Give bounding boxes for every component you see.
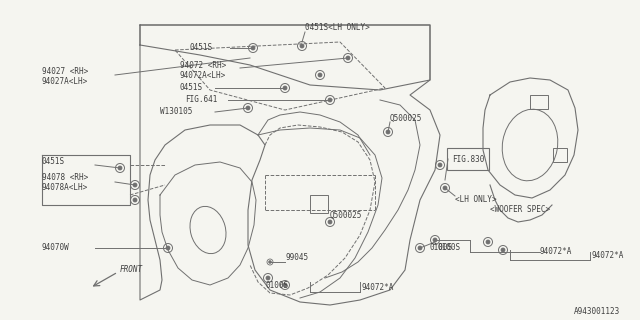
- Circle shape: [283, 86, 287, 90]
- Text: 0451S: 0451S: [190, 44, 213, 52]
- Circle shape: [133, 198, 137, 202]
- Text: FRONT: FRONT: [120, 266, 143, 275]
- Text: 94072A<LH>: 94072A<LH>: [180, 70, 227, 79]
- Text: 94078 <RH>: 94078 <RH>: [42, 173, 88, 182]
- Text: W130105: W130105: [160, 108, 193, 116]
- Circle shape: [486, 240, 490, 244]
- Circle shape: [118, 166, 122, 170]
- Text: 0451S<LH ONLY>: 0451S<LH ONLY>: [305, 23, 370, 33]
- Circle shape: [346, 56, 350, 60]
- Text: 94072*A: 94072*A: [362, 283, 394, 292]
- Circle shape: [266, 276, 270, 280]
- Text: Q500025: Q500025: [390, 114, 422, 123]
- Circle shape: [438, 163, 442, 167]
- Text: 0100S: 0100S: [437, 244, 460, 252]
- Text: FIG.830: FIG.830: [452, 155, 484, 164]
- Circle shape: [418, 246, 422, 250]
- Circle shape: [300, 44, 304, 48]
- Circle shape: [501, 248, 505, 252]
- Text: Q500025: Q500025: [330, 211, 362, 220]
- Text: 94078A<LH>: 94078A<LH>: [42, 183, 88, 193]
- Text: 94027 <RH>: 94027 <RH>: [42, 68, 88, 76]
- Circle shape: [246, 106, 250, 110]
- Circle shape: [133, 183, 137, 187]
- Bar: [553, 148, 567, 162]
- Text: 94072 <RH>: 94072 <RH>: [180, 60, 227, 69]
- Circle shape: [443, 186, 447, 190]
- Bar: [447, 148, 489, 170]
- Circle shape: [433, 238, 437, 242]
- Circle shape: [269, 261, 271, 263]
- Text: 94027A<LH>: 94027A<LH>: [42, 77, 88, 86]
- Circle shape: [251, 46, 255, 50]
- Text: 0451S: 0451S: [42, 157, 65, 166]
- Text: 94072*A: 94072*A: [592, 252, 625, 260]
- Circle shape: [328, 220, 332, 224]
- Circle shape: [318, 73, 322, 77]
- Bar: [530, 95, 548, 109]
- Text: <LH ONLY>: <LH ONLY>: [455, 196, 497, 204]
- Circle shape: [166, 246, 170, 250]
- Circle shape: [328, 98, 332, 102]
- Text: <WOOFER SPEC>: <WOOFER SPEC>: [490, 205, 550, 214]
- Text: 99045: 99045: [285, 253, 308, 262]
- Text: 0451S: 0451S: [180, 84, 203, 92]
- Text: FIG.641: FIG.641: [185, 95, 218, 105]
- Text: 0100S: 0100S: [430, 244, 453, 252]
- Text: 0100S: 0100S: [265, 281, 288, 290]
- Bar: [310, 195, 328, 213]
- Text: A943001123: A943001123: [573, 308, 620, 316]
- Text: 94070W: 94070W: [42, 244, 70, 252]
- Text: 94072*A: 94072*A: [540, 247, 572, 257]
- Circle shape: [283, 283, 287, 287]
- Circle shape: [386, 130, 390, 134]
